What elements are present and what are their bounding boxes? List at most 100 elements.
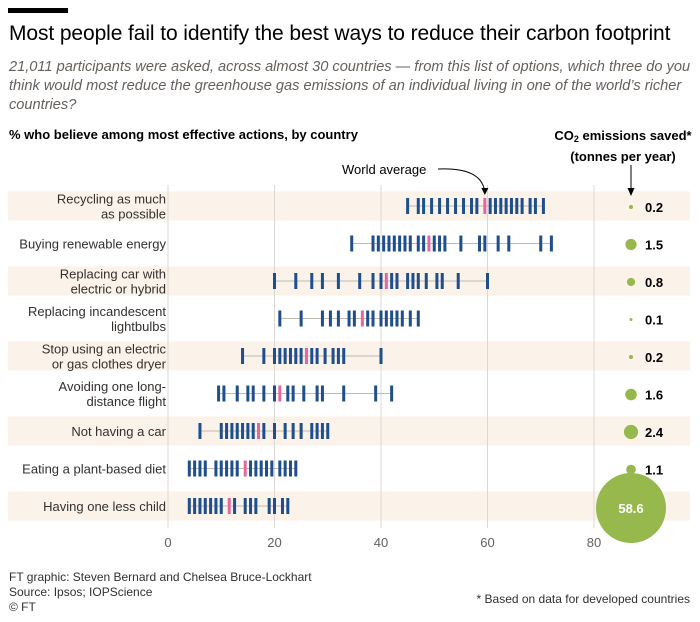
country-mark xyxy=(270,460,274,477)
country-mark xyxy=(230,460,234,477)
country-mark xyxy=(299,423,303,439)
country-mark xyxy=(259,460,263,477)
country-mark xyxy=(198,423,202,439)
row: Eating a plant-based diet 1.1 xyxy=(22,460,663,478)
country-mark xyxy=(499,198,503,214)
country-mark xyxy=(241,348,245,364)
country-mark xyxy=(273,423,276,439)
country-mark xyxy=(390,385,394,402)
co2-bubble xyxy=(626,464,636,475)
country-mark xyxy=(315,348,319,364)
country-mark xyxy=(440,273,444,289)
row-label-line: Recycling as much xyxy=(57,192,166,207)
co2-bubble xyxy=(596,473,666,543)
country-mark xyxy=(273,273,276,289)
co2-bubble xyxy=(626,277,636,287)
country-mark xyxy=(262,423,266,439)
country-mark xyxy=(299,348,303,364)
country-mark xyxy=(539,235,543,252)
country-mark xyxy=(541,198,545,214)
country-mark xyxy=(278,310,282,327)
x-tick-label: 40 xyxy=(374,535,388,550)
country-mark xyxy=(443,235,447,252)
world-average-mark xyxy=(304,348,308,364)
country-mark xyxy=(233,498,237,514)
country-mark xyxy=(286,498,290,514)
country-mark xyxy=(384,310,388,327)
country-mark xyxy=(254,460,258,477)
country-mark xyxy=(214,498,218,514)
co2-arrowhead xyxy=(627,188,635,196)
country-mark xyxy=(294,460,298,477)
country-mark xyxy=(291,385,295,402)
country-mark xyxy=(504,198,508,214)
country-mark xyxy=(288,348,292,364)
row-label: Not having a car xyxy=(71,424,166,439)
country-mark xyxy=(249,460,253,477)
country-mark xyxy=(225,423,229,439)
country-mark xyxy=(475,198,479,214)
world-average-mark xyxy=(278,385,282,402)
country-mark xyxy=(374,385,378,402)
x-tick-label: 60 xyxy=(480,535,494,550)
rows: Recycling as much as possible 0.2 Buying re… xyxy=(19,192,666,543)
country-mark xyxy=(288,460,292,477)
country-mark xyxy=(198,498,202,514)
country-mark xyxy=(486,273,489,289)
x-tick-label: 0 xyxy=(164,535,171,550)
world-average-mark xyxy=(227,498,231,514)
country-mark xyxy=(246,423,250,439)
world-average-mark xyxy=(243,460,247,477)
country-mark xyxy=(323,348,327,364)
country-mark xyxy=(392,235,396,252)
country-mark xyxy=(243,498,247,514)
row-label-line: Not having a car xyxy=(71,424,166,439)
country-mark xyxy=(336,273,340,289)
row-label-line: as possible xyxy=(101,207,166,222)
country-mark xyxy=(267,498,271,514)
country-mark xyxy=(470,198,474,214)
row-label: Avoiding one long-distance flight xyxy=(59,379,167,409)
row-label: Buying renewable energy xyxy=(19,237,166,252)
row: Recycling as much as possible 0.2 xyxy=(57,192,663,222)
co2-value-label: 2.4 xyxy=(645,425,664,440)
row-label-line: or gas clothes dryer xyxy=(52,357,167,372)
country-mark xyxy=(424,273,428,289)
country-mark xyxy=(430,198,434,214)
country-mark xyxy=(249,498,253,514)
country-mark xyxy=(382,235,386,252)
co2-heading-units: (tonnes per year) xyxy=(570,149,676,164)
co2-bubble xyxy=(625,238,637,251)
country-mark xyxy=(320,385,324,402)
country-mark xyxy=(432,235,436,252)
country-mark xyxy=(235,385,239,402)
row-label-line: distance flight xyxy=(87,394,167,409)
country-mark xyxy=(193,498,197,514)
co2-bubble xyxy=(629,318,633,321)
country-mark xyxy=(294,273,298,289)
country-mark xyxy=(390,273,394,289)
country-mark xyxy=(326,423,330,439)
world-average-mark xyxy=(257,423,261,439)
country-mark xyxy=(273,498,276,514)
country-mark xyxy=(291,423,295,439)
country-mark xyxy=(254,498,258,514)
country-mark xyxy=(462,198,466,214)
row: Replacing incandescent lightbulbs 0.1 xyxy=(28,304,663,334)
co2-bubble xyxy=(625,388,637,401)
co2-value-label: 58.6 xyxy=(618,501,643,516)
country-mark xyxy=(193,460,197,477)
x-axis-heading: % who believe among most effective actio… xyxy=(9,127,358,142)
annotation-arrow xyxy=(437,168,486,194)
source-line: Source: Ipsos; IOPScience xyxy=(9,585,153,599)
co2-value-label: 1.1 xyxy=(645,463,663,478)
country-mark xyxy=(278,348,282,364)
country-mark xyxy=(219,460,223,477)
country-mark xyxy=(246,385,250,402)
co2-bubble xyxy=(628,204,634,210)
country-mark xyxy=(478,235,482,252)
footer-credits: FT graphic: Steven Bernard and Chelsea B… xyxy=(9,570,312,615)
country-mark xyxy=(219,498,223,514)
country-mark xyxy=(358,273,362,289)
